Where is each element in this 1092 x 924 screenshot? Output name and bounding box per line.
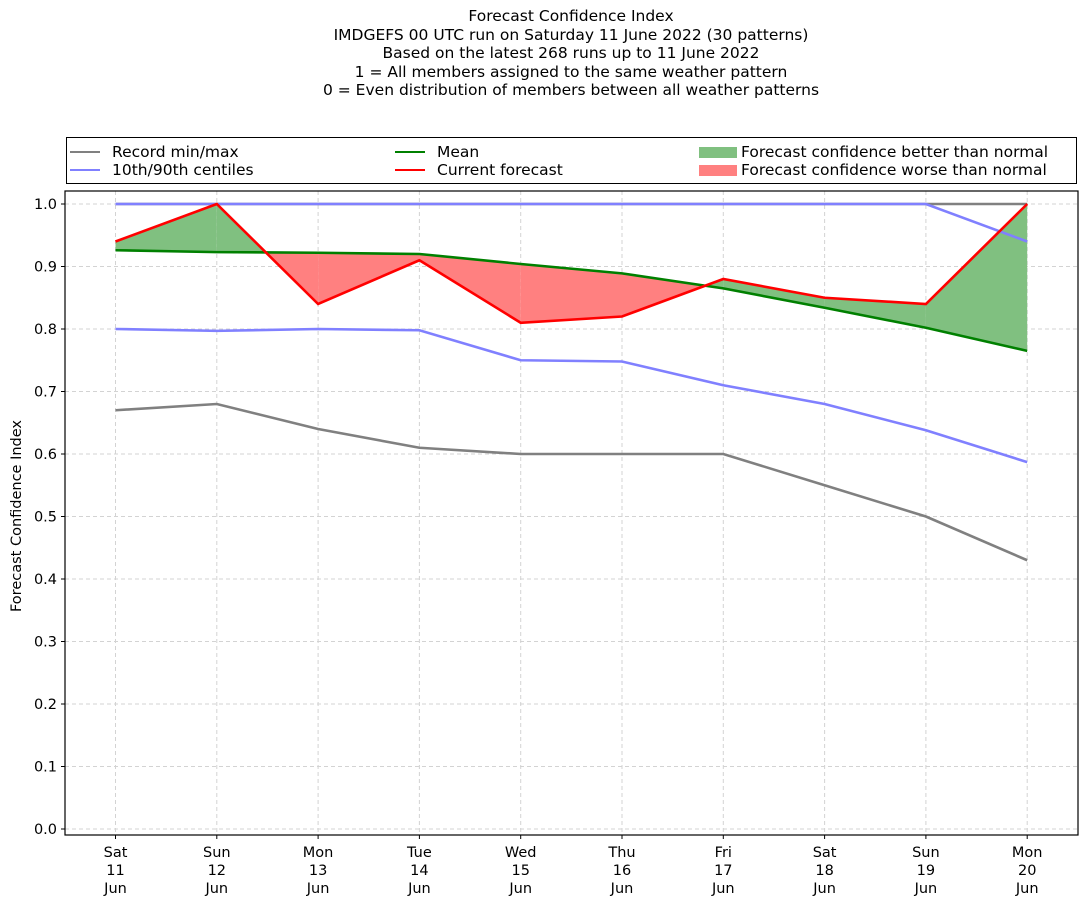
fill-worse-than-normal [622,273,706,317]
x-tick-label: 19 [917,863,935,879]
x-tick-label: Jun [508,881,532,897]
legend-label: Current forecast [437,161,563,179]
x-tick-label: Sun [912,845,940,861]
legend-item-better: Forecast confidence better than normal [699,143,1048,161]
x-tick-label: 12 [208,863,226,879]
legend-label: 10th/90th centiles [112,161,254,179]
y-tick-label: 0.3 [34,635,57,651]
subtitle-line: Based on the latest 268 runs up to 11 Ju… [382,44,760,63]
series-line-record-min [115,402,1028,562]
series-lines [115,202,1029,562]
fill-better-than-normal [723,279,825,308]
x-tick-label: Jun [812,881,836,897]
x-tick-label: Sun [203,845,231,861]
legend-swatch-current [395,169,425,171]
fill-worse-than-normal [318,252,420,304]
x-tick-label: Jun [407,881,431,897]
x-tick-label: Jun [914,881,938,897]
legend-item-record-minmax: Record min/max [70,143,239,161]
chart-title: Forecast Confidence Index IMDGEFS 00 UTC… [0,7,1092,100]
y-tick-label: 1.0 [34,197,57,213]
series-line-90th-centile [115,202,1028,243]
fill-worse-than-normal [419,254,521,323]
legend-swatch-mean [395,151,425,153]
x-tick-label: Mon [303,845,334,861]
x-tick-label: 16 [613,863,631,879]
x-tick-label: Jun [306,881,330,897]
x-tick-label: Jun [103,881,127,897]
x-tick-label: Sat [104,845,128,861]
y-tick-label: 0.8 [34,322,57,338]
legend-swatch-centiles [70,169,100,171]
series-line-current-forecast [115,202,1029,325]
y-axis: 0.0 0.1 0.2 0.3 0.4 0.5 0.6 0.7 0.8 0.9 1.0 [34,197,65,838]
y-tick-label: 0.7 [34,385,57,401]
legend-swatch-worse [699,164,737,176]
series-line-10th-centile [115,327,1028,464]
x-tick-label: Jun [610,881,634,897]
fill-better-than-normal [925,204,1028,351]
x-tick-label: 17 [714,863,732,879]
subtitle-line: 0 = Even distribution of members between… [322,81,820,100]
legend-swatch-better [699,146,737,158]
x-tick-label: Tue [406,845,432,861]
y-tick-label: 0.4 [34,572,57,588]
fill-better-than-normal [115,204,217,253]
legend: Record min/max 10th/90th centiles Mean C… [66,137,1077,184]
y-tick-label: 0.2 [34,697,57,713]
x-tick-label: 15 [511,863,529,879]
legend-label: Forecast confidence better than normal [741,143,1049,161]
x-tick-label: 14 [410,863,428,879]
subtitle-line: IMDGEFS 00 UTC run on Saturday 11 June 2… [333,25,809,44]
x-axis: Sat 11 Jun Sun 12 Jun Mon 13 Jun Tue 14 Jun Wed 15 Jun… [103,835,1042,897]
x-tick-label: Jun [711,881,735,897]
x-tick-label: Jun [1015,881,1039,897]
legend-item-mean: Mean [395,143,479,161]
x-tick-label: Fri [715,845,732,861]
x-tick-label: 20 [1018,863,1036,879]
legend-item-centiles: 10th/90th centiles [70,161,254,179]
x-tick-label: Mon [1012,845,1043,861]
y-tick-label: 0.9 [34,260,57,276]
legend-label: Mean [437,143,480,161]
y-tick-label: 0.5 [34,510,57,526]
legend-item-worse: Forecast confidence worse than normal [699,161,1047,179]
plot-frame [64,190,1079,836]
x-tick-label: Thu [607,845,635,861]
y-tick-label: 0.0 [34,822,57,838]
subtitle-line: 1 = All members assigned to the same wea… [354,62,788,81]
legend-swatch-record [70,151,100,153]
legend-label: Record min/max [112,143,239,161]
legend-label: Forecast confidence worse than normal [741,161,1047,179]
x-tick-label: 11 [106,863,124,879]
x-tick-label: 13 [309,863,327,879]
x-tick-label: Wed [505,845,537,861]
fill-worse-than-normal [520,264,622,323]
x-tick-label: 18 [815,863,833,879]
fill-better-than-normal [824,297,926,328]
y-axis-label: Forecast Confidence Index [9,420,25,612]
legend-item-current: Current forecast [395,161,563,179]
y-tick-label: 0.1 [34,760,57,776]
x-tick-label: Sat [813,845,837,861]
y-tick-label: 0.6 [34,447,57,463]
x-tick-label: Jun [204,881,228,897]
title-line: Forecast Confidence Index [468,7,674,25]
